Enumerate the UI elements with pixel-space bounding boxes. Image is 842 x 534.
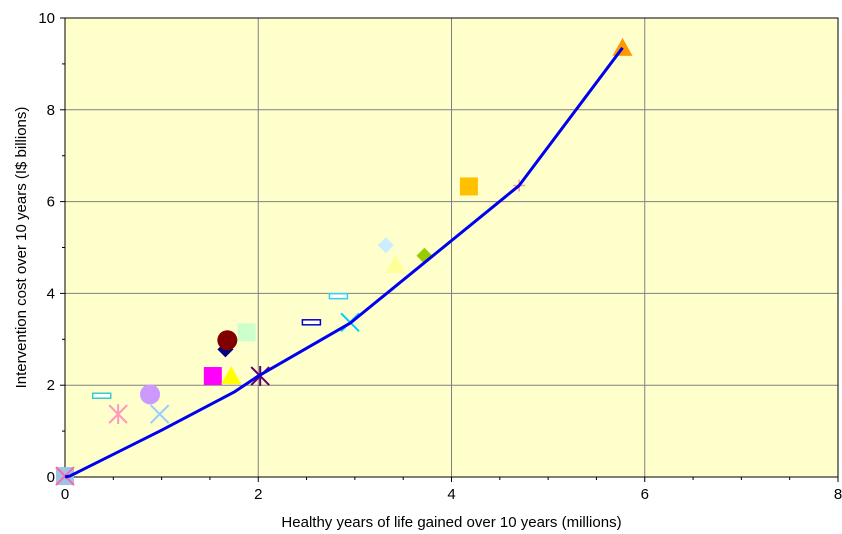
data-point-13: [328, 292, 349, 300]
y-tick-label-2: 4: [47, 285, 55, 302]
x-tick-label-0: 0: [61, 486, 69, 503]
data-point-15: [377, 237, 394, 254]
data-point-18: [459, 177, 478, 196]
x-axis-ticks: 0 2 4 6 8: [61, 477, 842, 503]
x-axis-title: Healthy years of life gained over 10 yea…: [281, 514, 621, 531]
y-axis-title: Intervention cost over 10 years (I$ bill…: [13, 107, 30, 389]
x-tick-label-1: 2: [254, 486, 262, 503]
y-tick-label-1: 2: [47, 377, 55, 394]
data-point-9: [221, 366, 242, 385]
x-tick-label-2: 4: [447, 486, 455, 503]
data-point-8: [217, 330, 238, 351]
y-tick-label-5: 10: [38, 10, 55, 27]
data-point-6: [203, 367, 222, 386]
data-point-10: [237, 323, 256, 342]
y-axis-ticks: 0 2 4 6 8 10: [38, 10, 65, 486]
y-tick-label-3: 6: [47, 194, 55, 211]
x-tick-label-3: 6: [641, 486, 649, 503]
y-tick-label-4: 8: [47, 102, 55, 119]
data-point-5: [149, 404, 170, 424]
frontier-line-group: [64, 46, 624, 479]
data-point-12: [301, 319, 322, 326]
y-tick-label-0: 0: [47, 469, 55, 486]
data-point-2: [91, 392, 112, 400]
data-markers: [55, 37, 633, 486]
data-point-4: [140, 384, 161, 405]
data-point-16: [385, 254, 406, 273]
x-tick-label-4: 8: [834, 486, 842, 503]
data-point-20: [612, 37, 633, 56]
frontier-line: [64, 46, 624, 479]
data-point-3: [108, 404, 128, 425]
